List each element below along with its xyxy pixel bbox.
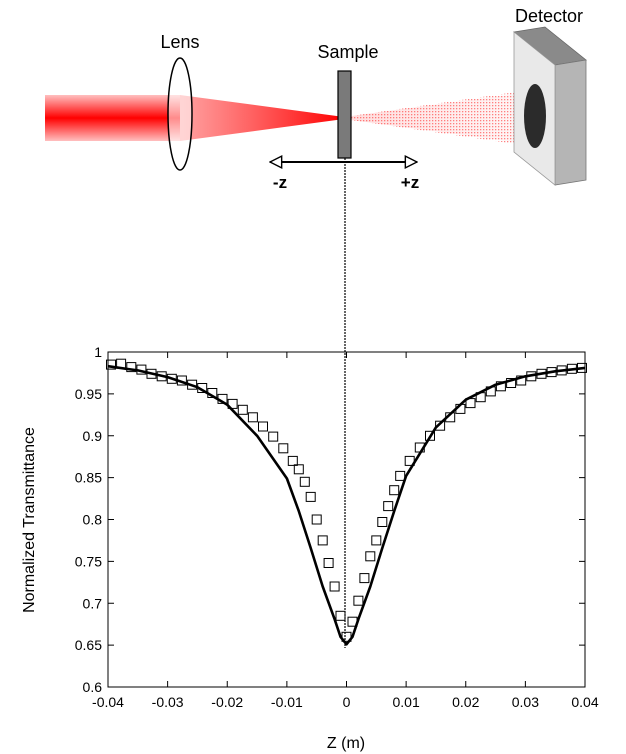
x-tick-label: 0 — [343, 694, 351, 710]
diverging-beam-tint — [344, 92, 530, 144]
y-tick-label: 0.65 — [75, 637, 102, 653]
incoming-beam — [45, 95, 180, 141]
lens-shape — [167, 57, 193, 171]
data-point — [516, 375, 527, 386]
data-point — [299, 476, 310, 487]
detector-side — [554, 59, 587, 186]
data-point — [353, 595, 364, 606]
data-point — [359, 573, 370, 584]
x-tick-label: -0.04 — [92, 694, 124, 710]
data-point — [335, 610, 346, 621]
data-point — [268, 431, 279, 442]
data-point — [323, 558, 334, 568]
data-point — [371, 535, 382, 546]
x-tick-label: -0.03 — [152, 694, 184, 710]
data-point — [258, 421, 268, 432]
y-tick-label: 0.75 — [75, 553, 102, 569]
sample-slab — [337, 70, 352, 159]
lens-label: Lens — [160, 32, 199, 52]
data-point — [425, 430, 435, 441]
data-point — [395, 470, 406, 481]
x-axis-label: Z (m) — [327, 735, 365, 752]
data-point — [329, 581, 340, 592]
y-ticks: 0.6 0.65 0.7 0.75 0.8 0.85 0.9 0.95 1 — [75, 344, 585, 695]
data-point — [365, 551, 376, 562]
x-tick-label: 0.01 — [393, 694, 420, 710]
data-point — [377, 517, 388, 527]
fit-curve — [107, 364, 586, 646]
detector-aperture — [524, 84, 546, 148]
data-point — [126, 362, 137, 373]
detector — [513, 26, 587, 186]
x-tick-label: 0.02 — [452, 694, 479, 710]
minus-z-label: -z — [273, 173, 287, 192]
data-point — [106, 359, 116, 370]
sample-label: Sample — [317, 42, 378, 62]
x-tick-label: -0.02 — [211, 694, 243, 710]
data-point — [389, 485, 400, 496]
y-tick-label: 0.6 — [83, 679, 103, 695]
transmittance-chart: -0.04 -0.03 -0.02 -0.01 0 0.01 0.02 0.03 0.04 0.… — [21, 344, 599, 752]
plus-z-label: +z — [401, 173, 419, 192]
y-tick-label: 0.85 — [75, 470, 102, 486]
data-point — [305, 491, 316, 502]
data-point — [311, 514, 322, 525]
x-tick-label: 0.03 — [512, 694, 539, 710]
data-point — [237, 404, 248, 415]
detector-label: Detector — [515, 6, 583, 26]
data-point — [247, 412, 258, 423]
data-point — [495, 381, 506, 392]
y-tick-label: 0.95 — [75, 386, 102, 402]
focused-beam — [180, 95, 344, 141]
plot-frame — [107, 351, 586, 688]
series-layer — [106, 358, 587, 646]
y-tick-label: 0.7 — [83, 595, 103, 611]
data-point — [383, 501, 394, 512]
data-point — [317, 535, 328, 546]
data-point — [278, 443, 289, 454]
y-tick-label: 1 — [94, 344, 102, 360]
data-point — [287, 455, 298, 466]
x-tick-label: -0.01 — [271, 694, 303, 710]
x-tick-label: 0.04 — [571, 694, 598, 710]
y-axis-label: Normalized Transmittance — [21, 427, 38, 613]
data-point — [435, 420, 446, 431]
y-tick-label: 0.9 — [83, 428, 103, 444]
y-tick-label: 0.8 — [83, 512, 103, 528]
x-ticks: -0.04 -0.03 -0.02 -0.01 0 0.01 0.02 0.03 0.04 — [92, 352, 599, 710]
data-point — [506, 378, 517, 388]
data-point — [293, 464, 304, 475]
setup-diagram: Lens Sample -z +z Detector — [45, 6, 587, 192]
